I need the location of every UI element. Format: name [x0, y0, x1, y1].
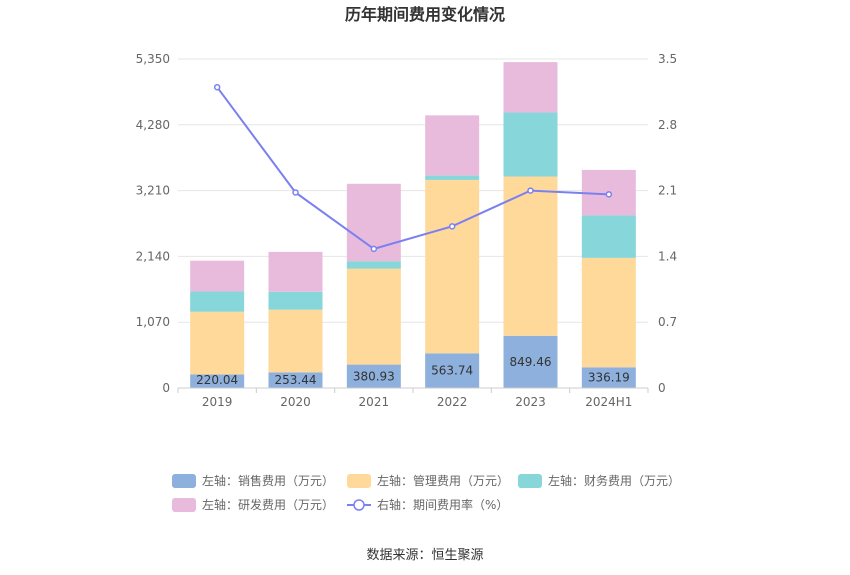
bar-segment	[425, 353, 480, 388]
data-label: 336.19	[588, 371, 630, 385]
chart-title: 历年期间费用变化情况	[345, 5, 505, 24]
y-right-tick-label: 0.7	[658, 315, 677, 329]
y-right-tick-label: 1.4	[658, 249, 677, 263]
legend-marker[interactable]	[353, 499, 365, 511]
legend-swatch[interactable]	[347, 474, 371, 488]
bar-segment	[581, 367, 636, 388]
bar-segment	[346, 268, 401, 365]
y-left-tick-label: 0	[162, 381, 170, 395]
legend[interactable]: 左轴：销售费用（万元） 左轴：管理费用（万元） 左轴：财务费用（万元） 左轴：研发费用…	[172, 473, 680, 512]
data-label: 849.46	[510, 355, 552, 369]
bar-segment	[581, 215, 636, 258]
x-tick-label: 2023	[515, 395, 546, 409]
y-right-tick-label: 0	[658, 381, 666, 395]
legend-swatch[interactable]	[518, 474, 542, 488]
data-label: 253.44	[275, 373, 317, 387]
bar-segment	[190, 260, 245, 292]
data-label: 563.74	[431, 364, 473, 378]
bar-segment	[268, 309, 323, 373]
y-left-tick-label: 2,140	[136, 249, 170, 263]
legend-label[interactable]: 左轴：销售费用（万元）	[202, 473, 334, 488]
rate-line-path	[216, 86, 609, 250]
legend-label[interactable]: 左轴：管理费用（万元）	[377, 473, 509, 488]
bar-segment	[425, 179, 480, 354]
y-left-tick-label: 3,210	[136, 184, 170, 198]
source-note: 数据来源：恒生聚源	[366, 548, 483, 563]
bar-segment	[503, 176, 558, 336]
bar-segment	[268, 291, 323, 310]
x-tick-label: 2020	[280, 395, 311, 409]
bar-segment	[425, 115, 480, 176]
bar-segment	[503, 335, 558, 388]
bar-segment	[268, 372, 323, 388]
x-tick-label: 2022	[437, 395, 468, 409]
data-label: 220.04	[196, 373, 238, 387]
bar-segment	[503, 112, 558, 177]
y-right-tick-label: 2.1	[658, 184, 677, 198]
bar-segment	[425, 175, 480, 180]
x-tick-label: 2019	[202, 395, 233, 409]
bar-segment	[190, 311, 245, 375]
bar-segment	[190, 291, 245, 312]
rate-point	[292, 189, 299, 196]
legend-label[interactable]: 右轴：期间费用率（%）	[377, 497, 508, 512]
x-tick-label: 2024H1	[585, 395, 632, 409]
y-left-tick-label: 1,070	[136, 315, 170, 329]
grid-lines	[178, 58, 648, 323]
y-right-tick-label: 2.8	[658, 118, 677, 132]
y-right-tick-label: 3.5	[658, 52, 677, 66]
axes: 0 0 1,070 0.7 2,140 1.4 3,210 2.1 4,280 2.8 5,350 3…	[136, 52, 677, 409]
bar-segment	[190, 374, 245, 388]
bar-segment	[503, 62, 558, 113]
rate-point	[448, 223, 456, 230]
rate-point	[370, 245, 378, 253]
bar-segment	[268, 251, 323, 292]
rate-line	[213, 83, 613, 253]
legend-swatch[interactable]	[172, 498, 196, 512]
bars	[190, 62, 636, 388]
data-labels: 220.04 253.44 380.93 563.74 849.46 336.19	[196, 355, 630, 387]
bar-segment	[346, 364, 401, 388]
legend-label[interactable]: 左轴：财务费用（万元）	[548, 473, 680, 488]
rate-point	[527, 187, 534, 194]
data-label: 380.93	[353, 369, 395, 383]
y-left-tick-label: 5,350	[136, 52, 170, 66]
rate-point	[605, 191, 613, 198]
bar-segment	[581, 257, 636, 368]
legend-swatch[interactable]	[172, 474, 196, 488]
bar-segment	[346, 261, 401, 269]
x-tick-label: 2021	[359, 395, 390, 409]
legend-label[interactable]: 左轴：研发费用（万元）	[202, 497, 334, 512]
y-left-tick-label: 4,280	[136, 118, 170, 132]
rate-point	[213, 83, 221, 91]
